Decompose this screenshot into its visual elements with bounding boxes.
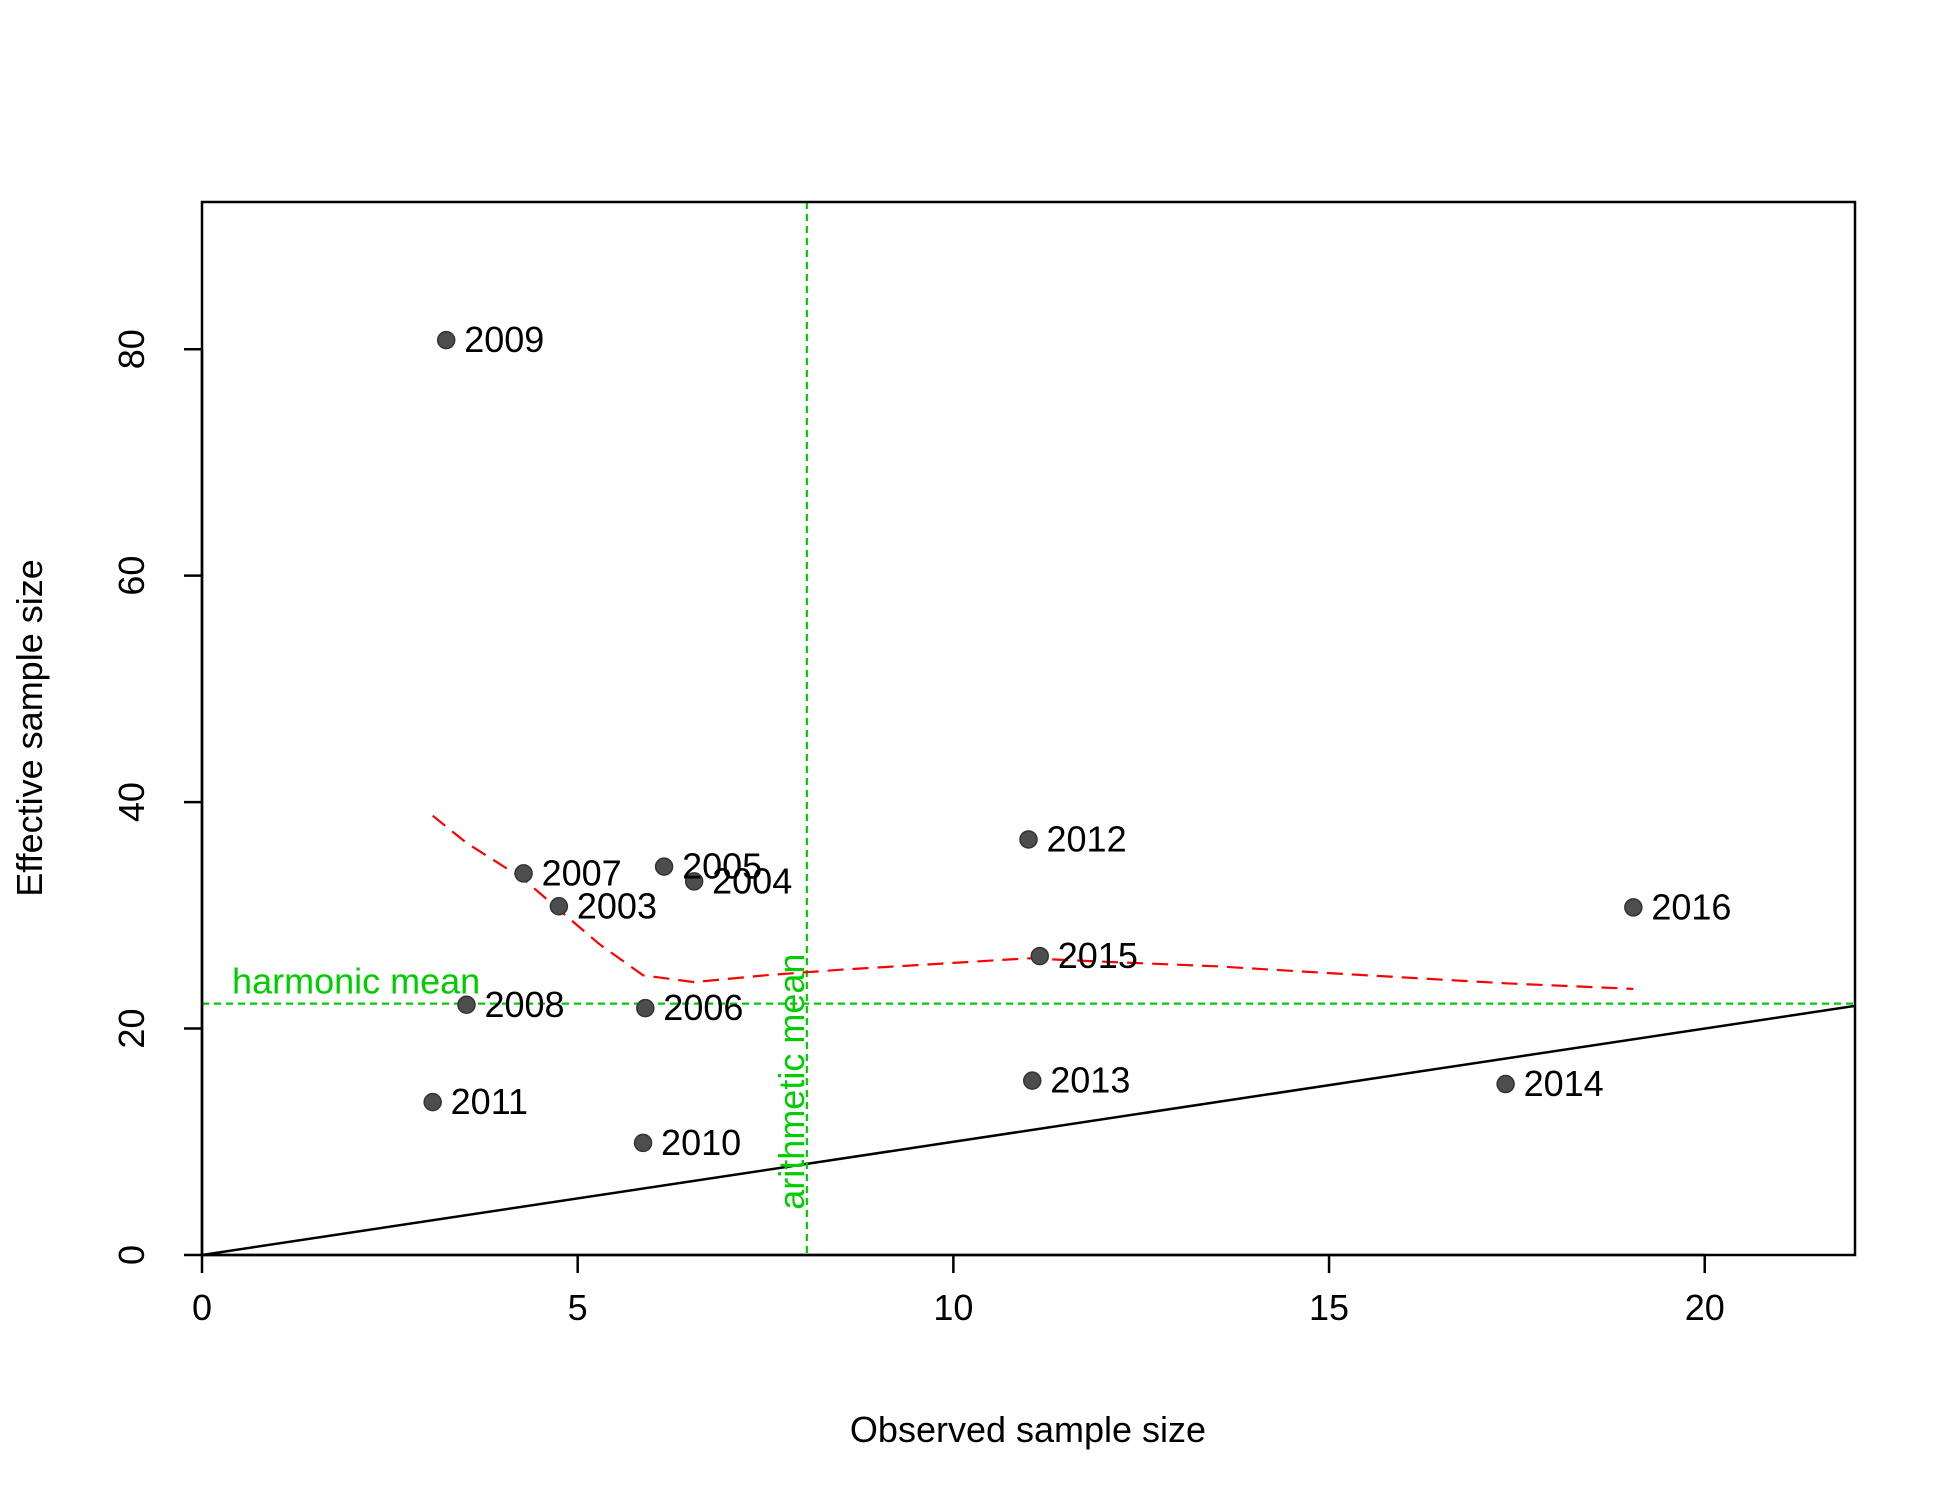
point-label-2007: 2007 (542, 852, 622, 893)
point-2011 (423, 1092, 442, 1112)
y-axis: 0 20 40 60 80 (111, 329, 204, 1265)
point-label-2008: 2008 (484, 984, 564, 1025)
point-label-2015: 2015 (1058, 935, 1138, 976)
point-label-2003: 2003 (577, 885, 657, 926)
point-label-2011: 2011 (451, 1081, 528, 1122)
x-axis: 0 5 10 15 20 (192, 1253, 1725, 1328)
y-tick-label-20: 20 (111, 1009, 152, 1049)
point-label-2009: 2009 (464, 319, 544, 360)
point-2006 (636, 998, 655, 1018)
plot-area (202, 202, 1855, 1255)
y-tick-label-60: 60 (111, 556, 152, 596)
point-label-2013: 2013 (1050, 1060, 1130, 1101)
arithmetic-mean-label: arithmetic mean (771, 954, 812, 1210)
chart-marks: harmonic mean arithmetic mean 2003 20042005… (202, 202, 1855, 1255)
point-label-2005: 2005 (682, 846, 762, 887)
y-tick-label-80: 80 (111, 329, 152, 369)
y-tick-label-0: 0 (111, 1245, 152, 1265)
point-2015 (1030, 946, 1050, 966)
point-label-2014: 2014 (1524, 1063, 1604, 1104)
x-axis-title: Observed sample size (850, 1409, 1206, 1450)
identity-line (202, 1004, 1855, 1255)
point-2014 (1496, 1074, 1515, 1094)
x-tick-label-15: 15 (1309, 1287, 1349, 1328)
point-2009 (436, 330, 456, 350)
point-label-2012: 2012 (1047, 818, 1127, 859)
point-2008 (457, 995, 476, 1015)
point-label-2016: 2016 (1651, 886, 1731, 927)
point-2003 (549, 897, 569, 916)
point-2012 (1019, 830, 1038, 849)
point-2005 (654, 857, 674, 876)
point-2004 (684, 872, 704, 891)
x-tick-label-5: 5 (568, 1287, 588, 1328)
x-tick-label-20: 20 (1685, 1287, 1725, 1328)
point-2016 (1624, 898, 1643, 917)
smoother-line (432, 814, 1634, 990)
x-tick-label-0: 0 (192, 1287, 212, 1328)
y-axis-title: Effective sample size (9, 559, 50, 896)
point-2007 (514, 864, 533, 883)
point-label-2006: 2006 (663, 987, 743, 1028)
point-label-2010: 2010 (661, 1122, 741, 1163)
harmonic-mean-label: harmonic mean (232, 961, 480, 1002)
point-2013 (1023, 1071, 1042, 1090)
point-2010 (633, 1133, 653, 1153)
x-tick-label-10: 10 (933, 1287, 973, 1328)
point-label-2004: 2004 (712, 860, 792, 901)
y-tick-label-40: 40 (111, 782, 152, 822)
